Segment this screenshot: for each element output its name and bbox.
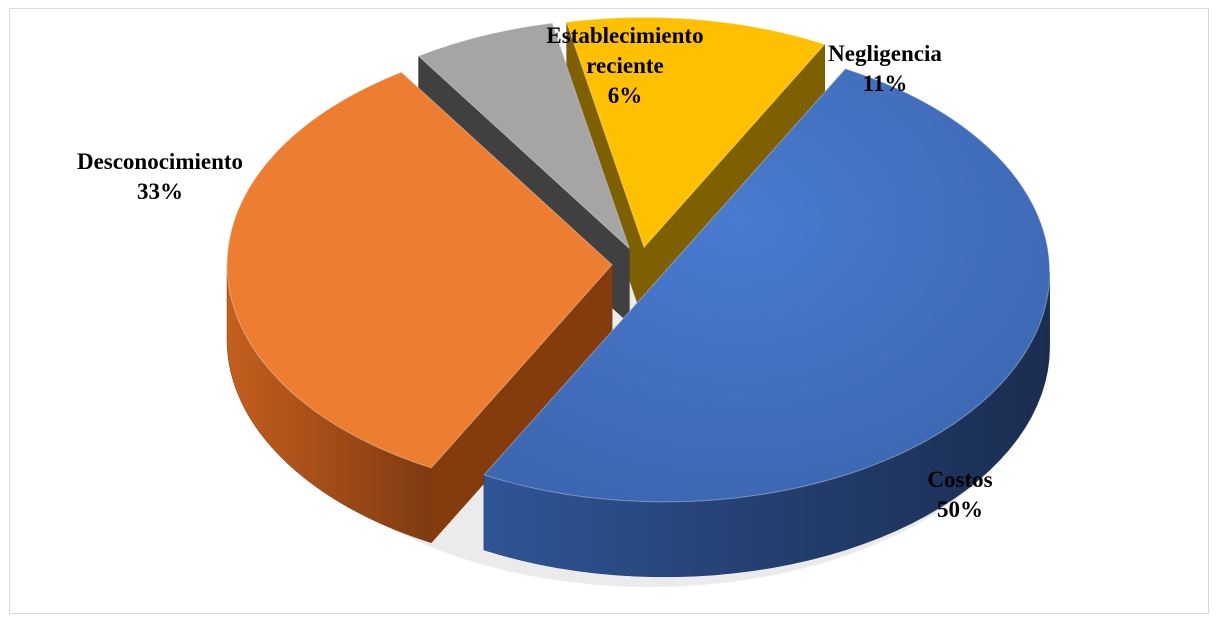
label-costos-name: Costos bbox=[927, 467, 992, 492]
label-establecimiento-reciente-value: 6% bbox=[608, 83, 643, 108]
label-establecimiento-reciente-name-1: reciente bbox=[586, 53, 663, 78]
label-desconocimiento-value: 33% bbox=[137, 179, 183, 204]
slice-desconocimiento bbox=[226, 71, 613, 469]
label-desconocimiento: Desconocimiento 33% bbox=[77, 149, 243, 204]
label-establecimiento-reciente: Establecimiento reciente 6% bbox=[546, 23, 703, 108]
slice-negligencia bbox=[565, 16, 826, 249]
label-costos-value: 50% bbox=[937, 497, 983, 522]
label-negligencia-name: Negligencia bbox=[828, 41, 942, 66]
label-negligencia: Negligencia 11% bbox=[828, 41, 942, 96]
label-negligencia-value: 11% bbox=[863, 71, 908, 96]
slice-establecimiento-reciente bbox=[417, 22, 630, 249]
pie-chart: Costos 50% Desconocimiento 33% Establecimien… bbox=[77, 16, 1051, 587]
slice-costos bbox=[483, 68, 1051, 503]
label-costos: Costos 50% bbox=[927, 467, 992, 522]
label-desconocimiento-name: Desconocimiento bbox=[77, 149, 243, 174]
label-establecimiento-reciente-name-0: Establecimiento bbox=[546, 23, 703, 48]
chart-frame: Costos 50% Desconocimiento 33% Establecimien… bbox=[9, 8, 1209, 614]
